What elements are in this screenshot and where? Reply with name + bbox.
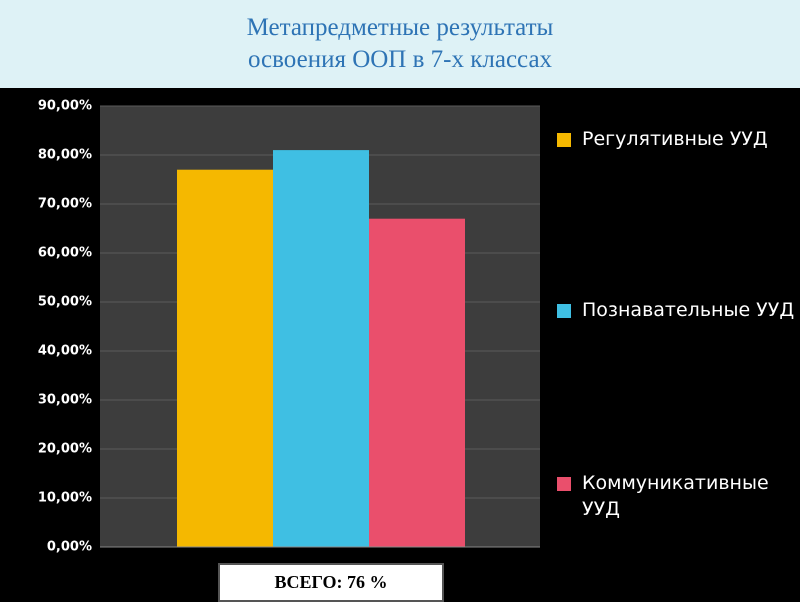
y-tick-label: 30,00% [38,393,92,408]
bar [369,218,465,547]
bar [273,150,369,547]
legend-swatch [557,304,571,318]
chart-title: Метапредметные результаты освоения ООП в… [246,14,554,73]
y-tick-label: 50,00% [38,295,92,310]
bar [177,169,273,547]
legend-label: Коммуникативные УУД [582,472,769,520]
y-tick-label: 0,00% [47,540,92,555]
y-tick-label: 70,00% [38,197,92,212]
total-box: ВСЕГО: 76 % [218,563,444,602]
legend-label: Регулятивные УУД [582,128,768,150]
y-tick-label: 10,00% [38,491,92,506]
legend-label: Познавательные УУД [582,299,795,321]
y-tick-label: 80,00% [38,148,92,163]
y-tick-label: 20,00% [38,442,92,457]
header [0,0,800,88]
legend-item: Познавательные УУД [557,297,797,323]
y-tick-label: 40,00% [38,344,92,359]
legend-swatch [557,133,571,147]
y-tick-label: 90,00% [38,99,92,114]
y-tick-label: 60,00% [38,246,92,261]
legend-item: Регулятивные УУД [557,126,797,152]
legend-swatch [557,477,571,491]
legend-item: Коммуникативные УУД [557,470,797,522]
